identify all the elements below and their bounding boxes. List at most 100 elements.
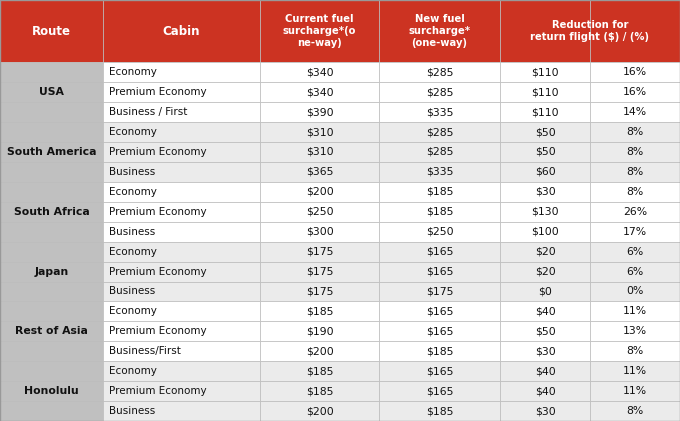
Bar: [260, 202, 379, 222]
Text: $110: $110: [531, 67, 559, 77]
Bar: [103, 282, 260, 301]
Bar: [590, 301, 680, 321]
Bar: [500, 261, 590, 282]
Text: $40: $40: [534, 366, 556, 376]
Text: Honolulu: Honolulu: [24, 386, 79, 396]
Bar: [590, 162, 680, 182]
Bar: [379, 142, 500, 162]
Bar: [103, 261, 260, 282]
Bar: [260, 341, 379, 361]
Text: Economy: Economy: [109, 247, 156, 257]
Text: $200: $200: [306, 187, 333, 197]
Bar: [590, 62, 680, 82]
Bar: [260, 62, 379, 82]
Bar: [260, 321, 379, 341]
Bar: [103, 301, 260, 321]
Text: Premium Economy: Premium Economy: [109, 147, 207, 157]
Bar: [260, 222, 379, 242]
Bar: [379, 301, 500, 321]
Text: $285: $285: [426, 67, 454, 77]
Text: 8%: 8%: [626, 187, 644, 197]
Text: $310: $310: [306, 147, 333, 157]
Bar: [0, 162, 103, 182]
Bar: [500, 0, 590, 62]
Bar: [103, 401, 260, 421]
Text: $50: $50: [534, 127, 556, 137]
Text: $190: $190: [306, 326, 333, 336]
Bar: [0, 341, 103, 361]
Text: $185: $185: [426, 187, 454, 197]
Text: 11%: 11%: [623, 366, 647, 376]
Bar: [500, 321, 590, 341]
Bar: [379, 401, 500, 421]
Bar: [500, 122, 590, 142]
Bar: [500, 341, 590, 361]
Text: $340: $340: [306, 67, 333, 77]
Bar: [0, 381, 103, 401]
Text: 13%: 13%: [623, 326, 647, 336]
Bar: [379, 381, 500, 401]
Bar: [103, 341, 260, 361]
Bar: [500, 222, 590, 242]
Text: $175: $175: [426, 286, 454, 296]
Text: $365: $365: [306, 167, 333, 177]
Text: $285: $285: [426, 147, 454, 157]
Bar: [500, 381, 590, 401]
Bar: [103, 361, 260, 381]
Text: Economy: Economy: [109, 366, 156, 376]
Bar: [379, 282, 500, 301]
Text: Economy: Economy: [109, 187, 156, 197]
Bar: [260, 0, 379, 62]
Text: $185: $185: [306, 306, 333, 317]
Text: 0%: 0%: [626, 286, 644, 296]
Text: $200: $200: [306, 346, 333, 356]
Text: Business: Business: [109, 226, 155, 237]
Bar: [379, 0, 500, 62]
Text: Rest of Asia: Rest of Asia: [15, 326, 88, 336]
Bar: [103, 182, 260, 202]
Bar: [103, 162, 260, 182]
Bar: [0, 202, 103, 222]
Text: $20: $20: [534, 247, 556, 257]
Text: 8%: 8%: [626, 346, 644, 356]
Bar: [103, 102, 260, 122]
Bar: [500, 142, 590, 162]
Text: $165: $165: [426, 386, 454, 396]
Text: Business/First: Business/First: [109, 346, 181, 356]
Bar: [590, 381, 680, 401]
Bar: [0, 62, 103, 82]
Text: $20: $20: [534, 266, 556, 277]
Bar: [379, 102, 500, 122]
Bar: [590, 261, 680, 282]
Text: 8%: 8%: [626, 127, 644, 137]
Text: 14%: 14%: [623, 107, 647, 117]
Bar: [260, 242, 379, 261]
Text: $175: $175: [306, 247, 333, 257]
Text: $185: $185: [426, 207, 454, 217]
Bar: [590, 202, 680, 222]
Bar: [500, 282, 590, 301]
Bar: [260, 361, 379, 381]
Bar: [0, 321, 103, 341]
Bar: [260, 182, 379, 202]
Text: $300: $300: [306, 226, 333, 237]
Bar: [0, 282, 103, 301]
Bar: [103, 321, 260, 341]
Text: Route: Route: [32, 25, 71, 37]
Bar: [103, 142, 260, 162]
Bar: [0, 122, 103, 142]
Bar: [0, 102, 103, 122]
Bar: [379, 122, 500, 142]
Bar: [590, 242, 680, 261]
Text: Premium Economy: Premium Economy: [109, 326, 207, 336]
Text: Economy: Economy: [109, 127, 156, 137]
Text: Economy: Economy: [109, 306, 156, 317]
Bar: [500, 82, 590, 102]
Bar: [500, 202, 590, 222]
Text: $130: $130: [531, 207, 559, 217]
Bar: [260, 122, 379, 142]
Bar: [260, 282, 379, 301]
Bar: [103, 122, 260, 142]
Text: 6%: 6%: [626, 266, 644, 277]
Text: $335: $335: [426, 167, 454, 177]
